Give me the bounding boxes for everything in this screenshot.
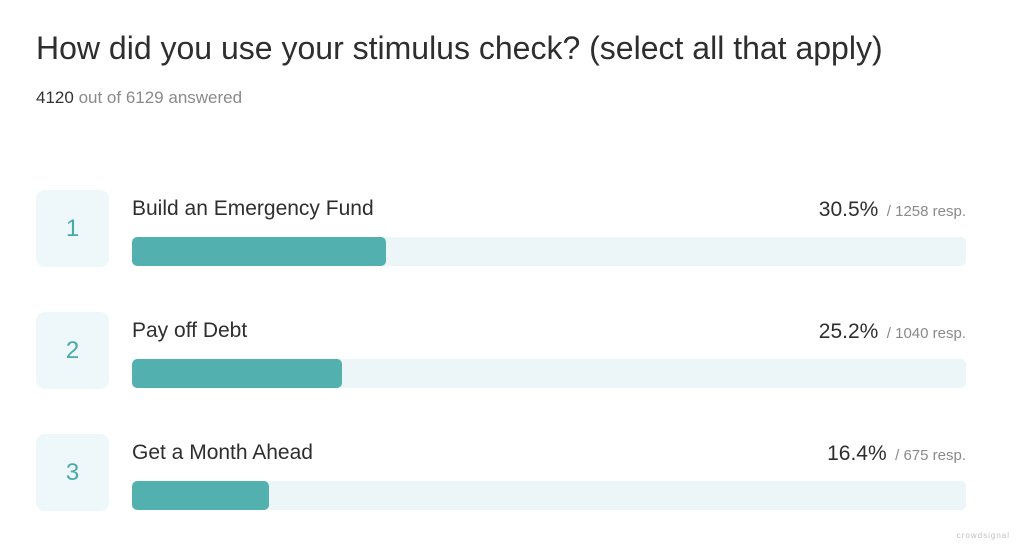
option-label: Get a Month Ahead bbox=[132, 441, 313, 464]
answered-count: 4120 bbox=[36, 88, 74, 107]
option-label: Pay off Debt bbox=[132, 319, 248, 342]
result-stats: 25.2% / 1040 resp. bbox=[819, 320, 966, 344]
brand-watermark: crowdsignal bbox=[956, 531, 1010, 540]
rank-badge: 3 bbox=[36, 434, 109, 511]
bar-track bbox=[132, 359, 966, 388]
percent-label: 16.4% bbox=[827, 442, 887, 465]
bar-track bbox=[132, 481, 966, 510]
page-title: How did you use your stimulus check? (se… bbox=[36, 30, 883, 66]
result-row: 3 Get a Month Ahead 16.4% / 675 resp. bbox=[36, 434, 966, 511]
response-count: / 1258 resp. bbox=[886, 203, 966, 220]
response-count: / 1040 resp. bbox=[886, 325, 966, 342]
bar-fill bbox=[132, 359, 343, 388]
result-stats: 16.4% / 675 resp. bbox=[827, 442, 966, 466]
bar-fill bbox=[132, 481, 269, 510]
result-row: 2 Pay off Debt 25.2% / 1040 resp. bbox=[36, 312, 966, 389]
option-label: Build an Emergency Fund bbox=[132, 197, 374, 220]
result-stats: 30.5% / 1258 resp. bbox=[819, 198, 966, 222]
bar-track bbox=[132, 237, 966, 266]
percent-label: 30.5% bbox=[818, 198, 879, 221]
rank-badge: 1 bbox=[36, 190, 109, 267]
percent-label: 25.2% bbox=[818, 320, 879, 343]
bar-fill bbox=[132, 237, 387, 266]
response-summary: 4120 out of 6129 answered bbox=[36, 88, 242, 108]
results-list: 1 Build an Emergency Fund 30.5% / 1258 r… bbox=[36, 190, 966, 556]
response-count: / 675 resp. bbox=[895, 447, 966, 464]
answered-summary-text: out of 6129 answered bbox=[78, 88, 243, 107]
result-row: 1 Build an Emergency Fund 30.5% / 1258 r… bbox=[36, 190, 966, 267]
rank-badge: 2 bbox=[36, 312, 109, 389]
